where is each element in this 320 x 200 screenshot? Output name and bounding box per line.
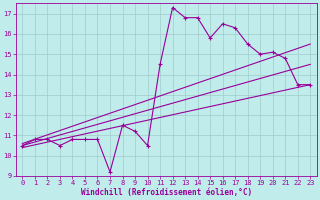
- X-axis label: Windchill (Refroidissement éolien,°C): Windchill (Refroidissement éolien,°C): [81, 188, 252, 197]
